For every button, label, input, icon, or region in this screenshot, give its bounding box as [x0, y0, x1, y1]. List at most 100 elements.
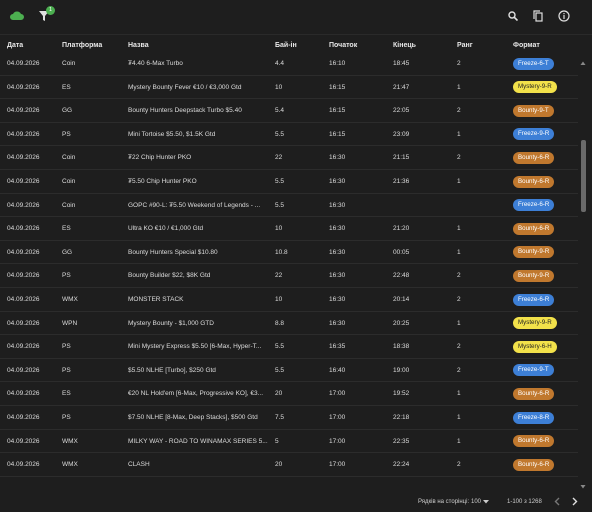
cell-end: 20:14 — [393, 296, 410, 303]
table-row[interactable]: 04.09.2026 Coin GOPC #90-L: ₮5.50 Weekend … — [0, 194, 578, 218]
next-page[interactable] — [572, 497, 578, 506]
column-header[interactable]: Бай-ін — [275, 42, 297, 49]
scrollbar[interactable] — [580, 60, 586, 492]
column-header[interactable]: Назва — [128, 42, 149, 49]
table-row[interactable]: 04.09.2026 Coin ₮22 Chip Hunter PKO 22 16:30… — [0, 146, 578, 170]
cell-start: 16:15 — [329, 107, 346, 115]
cell-date: 04.09.2026 — [7, 461, 40, 469]
cell-date: 04.09.2026 — [7, 296, 40, 303]
format-chip: Bounty-9-T — [513, 104, 554, 117]
copy-icon[interactable] — [533, 10, 543, 22]
cell-rank: 2 — [457, 366, 461, 374]
table-row[interactable]: 04.09.2026 PS Bounty Builder $22, $8K Gtd 2… — [0, 264, 578, 288]
cell-name: Bounty Builder $22, $8K Gtd — [128, 272, 211, 280]
column-header[interactable]: Початок — [329, 42, 358, 49]
info-icon[interactable] — [558, 10, 570, 22]
cell-date: 04.09.2026 — [7, 437, 40, 445]
cell-platform: WMX — [62, 437, 78, 445]
cell-platform: WMX — [62, 296, 78, 303]
table-row[interactable]: 04.09.2026 PS $5.50 NLHE [Turbo], $250 Gtd… — [0, 359, 578, 383]
cell-start: 16:30 — [329, 272, 346, 280]
cell-start: 16:40 — [329, 366, 346, 374]
table-row[interactable]: 04.09.2026 PS Mini Tortoise $5.50, $1.5K G… — [0, 123, 578, 147]
table-row[interactable]: 04.09.2026 ES €20 NL Hold'em [6-Max, Progr… — [0, 382, 578, 406]
cell-buyin: 20 — [275, 390, 283, 398]
cell-platform: GG — [62, 248, 73, 256]
cell-date: 04.09.2026 — [7, 178, 40, 185]
cell-end: 23:09 — [393, 130, 410, 138]
cell-buyin: 4.4 — [275, 60, 285, 67]
cell-name: ₮22 Chip Hunter PKO — [128, 154, 192, 162]
cell-date: 04.09.2026 — [7, 248, 40, 256]
cell-start: 17:00 — [329, 390, 346, 398]
cell-name: Mystery Bounty - $1,000 GTD — [128, 319, 214, 327]
table-row[interactable]: 04.09.2026 PS Mini Mystery Express $5.50 [… — [0, 335, 578, 359]
rows-per-page-select[interactable]: 100 — [471, 499, 482, 505]
cell-buyin: 22 — [275, 154, 283, 162]
column-header[interactable]: Дата — [7, 42, 24, 49]
column-header[interactable]: Формат — [513, 42, 540, 49]
cell-platform: ES — [62, 390, 71, 398]
cloud-icon[interactable] — [9, 9, 25, 23]
page-range: 1-100 з 1268 — [507, 499, 542, 505]
cell-name: ₮4.40 6-Max Turbo — [128, 60, 183, 67]
cell-date: 04.09.2026 — [7, 201, 40, 209]
cell-buyin: 5 — [275, 437, 279, 445]
cell-buyin: 10 — [275, 225, 283, 233]
cell-name: $5.50 NLHE [Turbo], $250 Gtd — [128, 366, 216, 374]
cell-rank: 2 — [457, 60, 461, 67]
cell-end: 19:52 — [393, 390, 410, 398]
search-icon[interactable] — [508, 11, 518, 21]
cell-end: 22:35 — [393, 437, 410, 445]
table-row[interactable]: 04.09.2026 WPN Mystery Bounty - $1,000 GTD… — [0, 312, 578, 336]
format-chip: Freeze-8-R — [513, 411, 555, 424]
table-row[interactable]: 04.09.2026 PS $7.50 NLHE [8-Max, Deep Stac… — [0, 406, 578, 430]
cell-date: 04.09.2026 — [7, 107, 40, 115]
format-chip: Freeze-9-R — [513, 128, 555, 141]
cell-start: 16:30 — [329, 225, 346, 233]
table-row[interactable]: 04.09.2026 WMX MONSTER STACK 10 16:30 20:14 2 F… — [0, 288, 578, 312]
table-row[interactable]: 04.09.2026 WMX CLASH 20 17:00 22:24 2 Bounty-6-… — [0, 453, 578, 477]
table-row[interactable]: 04.09.2026 GG Bounty Hunters Deepstack Tur… — [0, 99, 578, 123]
cell-buyin: 10 — [275, 296, 283, 303]
dropdown-arrow[interactable] — [483, 500, 489, 504]
format-chip: Freeze-9-T — [513, 364, 554, 377]
column-header[interactable]: Платформа — [62, 42, 103, 49]
cell-end: 22:24 — [393, 461, 410, 469]
cell-rank: 2 — [457, 461, 461, 469]
footer — [0, 492, 592, 512]
cell-name: Mystery Bounty Fever €10 / €3,000 Gtd — [128, 83, 242, 91]
cell-rank: 2 — [457, 107, 461, 115]
cell-date: 04.09.2026 — [7, 272, 40, 280]
cell-name: $7.50 NLHE [8-Max, Deep Stacks], $500 Gt… — [128, 414, 258, 421]
format-chip: Bounty-6-R — [513, 387, 555, 400]
cell-name: CLASH — [128, 461, 150, 469]
cell-start: 16:30 — [329, 248, 346, 256]
table-row[interactable]: 04.09.2026 Coin ₮5.50 Chip Hunter PKO 5.5 16… — [0, 170, 578, 194]
table-row[interactable]: 04.09.2026 WMX MILKY WAY - ROAD TO WINAMAX… — [0, 430, 578, 454]
cell-platform: PS — [62, 414, 71, 421]
column-header[interactable]: Ранг — [457, 42, 473, 49]
cell-platform: PS — [62, 272, 71, 280]
cell-name: Mini Tortoise $5.50, $1.5K Gtd — [128, 130, 216, 138]
cell-buyin: 5.5 — [275, 343, 285, 351]
cell-name: MONSTER STACK — [128, 296, 184, 303]
table-row[interactable]: 04.09.2026 Coin ₮4.40 6-Max Turbo 4.4 16:10 1… — [0, 52, 578, 76]
filter-badge: 1 — [46, 6, 55, 15]
cell-start: 16:30 — [329, 319, 346, 327]
cell-start: 16:30 — [329, 296, 346, 303]
table-row[interactable]: 04.09.2026 ES Mystery Bounty Fever €10 / €… — [0, 76, 578, 100]
prev-page[interactable] — [554, 497, 560, 506]
table-row[interactable]: 04.09.2026 GG Bounty Hunters Special $10.8… — [0, 241, 578, 265]
cell-rank: 1 — [457, 437, 461, 445]
column-header[interactable]: Кінець — [393, 42, 416, 49]
cell-rank: 1 — [457, 225, 461, 233]
table-row[interactable]: 04.09.2026 ES Ultra KO €10 / €1,000 Gtd 10 1… — [0, 217, 578, 241]
cell-date: 04.09.2026 — [7, 154, 40, 162]
cell-buyin: 10.8 — [275, 248, 288, 256]
cell-date: 04.09.2026 — [7, 343, 40, 351]
cell-start: 16:35 — [329, 343, 346, 351]
format-chip: Bounty-9-R — [513, 269, 555, 282]
cell-rank: 2 — [457, 343, 461, 351]
